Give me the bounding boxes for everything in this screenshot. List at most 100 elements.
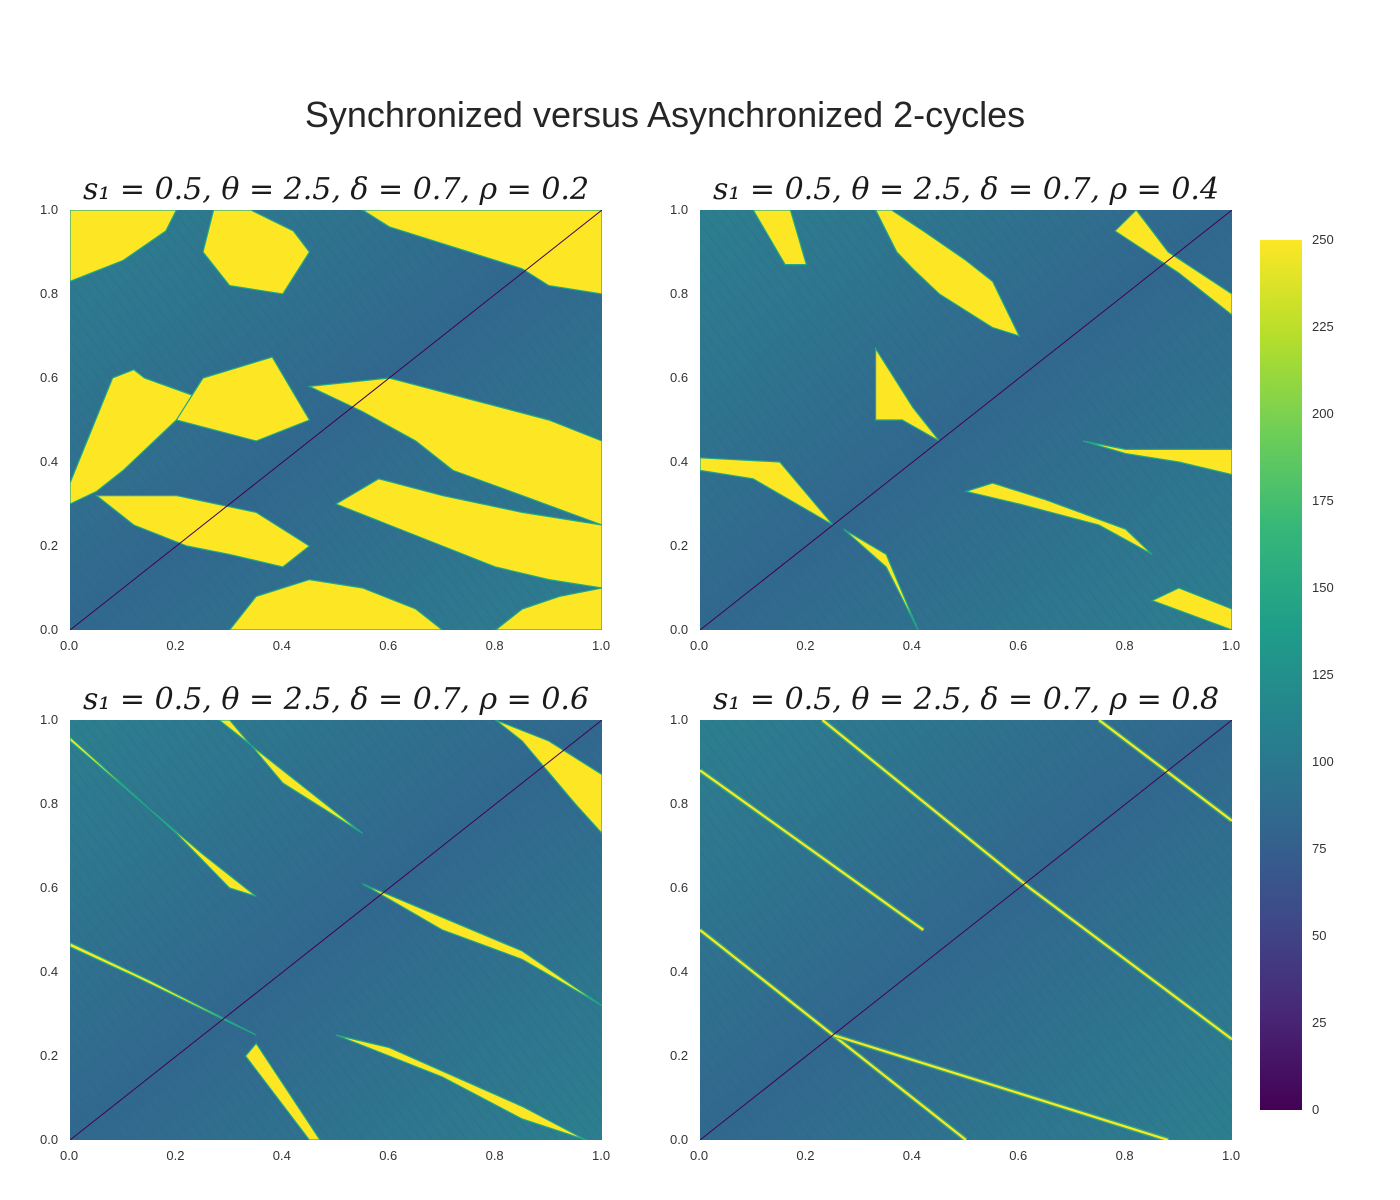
panel-title-1: s₁ = 0.5, θ = 2.5, δ = 0.7, ρ = 0.2 <box>82 172 590 207</box>
x-tick-label: 0.0 <box>690 1148 709 1163</box>
panel-title-4: s₁ = 0.5, θ = 2.5, δ = 0.7, ρ = 0.8 <box>712 682 1220 717</box>
colorbar-tick-label: 150 <box>1312 580 1334 595</box>
yellow-region-4 <box>244 1042 321 1140</box>
x-tick-label: 0.0 <box>60 638 79 653</box>
yellow-region-1 <box>70 368 205 505</box>
y-tick-label: 0.2 <box>670 1048 689 1063</box>
heatmap-panel-4 <box>700 720 1232 1140</box>
diagonal-line <box>700 720 1232 1140</box>
yellow-region-3 <box>875 346 940 442</box>
yellow-region-10 <box>334 478 602 589</box>
x-tick-label: 0.2 <box>796 1148 815 1163</box>
yellow-region-2 <box>874 210 1021 337</box>
y-tick-label: 0.4 <box>40 454 59 469</box>
y-tick-label: 0.0 <box>40 622 59 637</box>
diagonal-line <box>70 720 602 1140</box>
yellow-region-1 <box>752 210 808 266</box>
y-tick-label: 0.0 <box>670 1132 689 1147</box>
colorbar-tick-label: 25 <box>1312 1015 1327 1030</box>
y-tick-label: 1.0 <box>670 202 689 217</box>
y-tick-label: 0.8 <box>670 286 689 301</box>
x-tick-label: 0.6 <box>1009 638 1028 653</box>
colorbar-tick-label: 100 <box>1312 754 1334 769</box>
yellow-region-9 <box>494 587 602 630</box>
yellow-region-9 <box>1114 210 1232 316</box>
heatmap-panel-1 <box>70 210 602 630</box>
x-tick-label: 0.4 <box>272 638 291 653</box>
yellow-band-5 <box>832 1033 1169 1140</box>
yellow-region-2 <box>175 356 311 442</box>
yellow-band-3 <box>821 720 1232 1041</box>
colorbar-tick-label: 50 <box>1312 928 1327 943</box>
y-tick-label: 0.0 <box>40 1132 59 1147</box>
x-tick-label: 1.0 <box>592 638 611 653</box>
yellow-region-4 <box>700 457 834 526</box>
x-tick-label: 0.2 <box>166 1148 185 1163</box>
y-tick-label: 0.2 <box>40 538 59 553</box>
colorbar-tick-label: 250 <box>1312 232 1334 247</box>
yellow-band-1 <box>700 769 925 931</box>
x-tick-label: 0.4 <box>902 1148 921 1163</box>
heatmap-panel-2 <box>700 210 1232 630</box>
figure-title: Synchronized versus Asynchronized 2-cycl… <box>304 94 1026 135</box>
colorbar-tick-label: 0 <box>1312 1102 1320 1117</box>
yellow-region-3 <box>70 941 257 1036</box>
x-tick-label: 0.4 <box>902 638 921 653</box>
y-tick-label: 0.6 <box>670 880 689 895</box>
yellow-region-5 <box>843 528 919 630</box>
yellow-region-5 <box>361 210 602 295</box>
heatmap-svg-4 <box>700 720 1232 1140</box>
colorbar-tick-label: 75 <box>1312 841 1327 856</box>
yellow-region-8 <box>1150 587 1232 630</box>
colorbar-tick-label: 125 <box>1312 667 1334 682</box>
y-tick-label: 0.0 <box>670 622 689 637</box>
panel-title-2: s₁ = 0.5, θ = 2.5, δ = 0.7, ρ = 0.4 <box>712 172 1220 207</box>
x-tick-label: 0.2 <box>166 638 185 653</box>
x-tick-label: 0.0 <box>60 1148 79 1163</box>
x-tick-label: 1.0 <box>1222 1148 1241 1163</box>
yellow-region-6 <box>335 1034 587 1140</box>
y-tick-label: 0.2 <box>40 1048 59 1063</box>
y-tick-label: 1.0 <box>670 712 689 727</box>
y-tick-label: 0.6 <box>40 370 59 385</box>
yellow-region-1 <box>70 735 257 897</box>
colorbar <box>1260 240 1302 1110</box>
y-tick-label: 0.4 <box>40 964 59 979</box>
x-tick-label: 0.8 <box>1115 1148 1134 1163</box>
yellow-region-7 <box>495 720 602 835</box>
y-tick-label: 0.2 <box>670 538 689 553</box>
x-tick-label: 1.0 <box>592 1148 611 1163</box>
diagonal-line <box>700 210 1232 630</box>
x-tick-label: 1.0 <box>1222 638 1241 653</box>
x-tick-label: 0.6 <box>1009 1148 1028 1163</box>
heatmap-svg-1 <box>70 210 602 630</box>
x-tick-label: 0.6 <box>379 638 398 653</box>
yellow-region-3 <box>70 210 178 283</box>
colorbar-gradient <box>1260 240 1302 1110</box>
yellow-region-6 <box>963 482 1153 555</box>
y-tick-label: 0.6 <box>40 880 59 895</box>
yellow-region-4 <box>202 210 311 295</box>
colorbar-tick-label: 225 <box>1312 319 1334 334</box>
y-tick-label: 1.0 <box>40 202 59 217</box>
diagonal-line <box>70 210 602 630</box>
yellow-band-4 <box>1098 720 1232 822</box>
colorbar-tick-label: 175 <box>1312 493 1334 508</box>
colorbar-fill <box>1260 240 1302 1110</box>
y-tick-label: 0.6 <box>670 370 689 385</box>
x-tick-label: 0.8 <box>1115 638 1134 653</box>
x-tick-label: 0.8 <box>485 1148 504 1163</box>
y-tick-label: 0.4 <box>670 964 689 979</box>
yellow-region-5 <box>362 883 602 1007</box>
colorbar-tick-label: 200 <box>1312 406 1334 421</box>
y-tick-label: 0.8 <box>40 286 59 301</box>
heatmap-panel-3 <box>70 720 602 1140</box>
y-tick-label: 0.8 <box>670 796 689 811</box>
y-tick-label: 0.8 <box>40 796 59 811</box>
x-tick-label: 0.0 <box>690 638 709 653</box>
yellow-region-8 <box>228 578 444 630</box>
yellow-region-7 <box>1082 440 1232 476</box>
yellow-region-2 <box>218 720 363 834</box>
yellow-region-7 <box>94 495 311 568</box>
